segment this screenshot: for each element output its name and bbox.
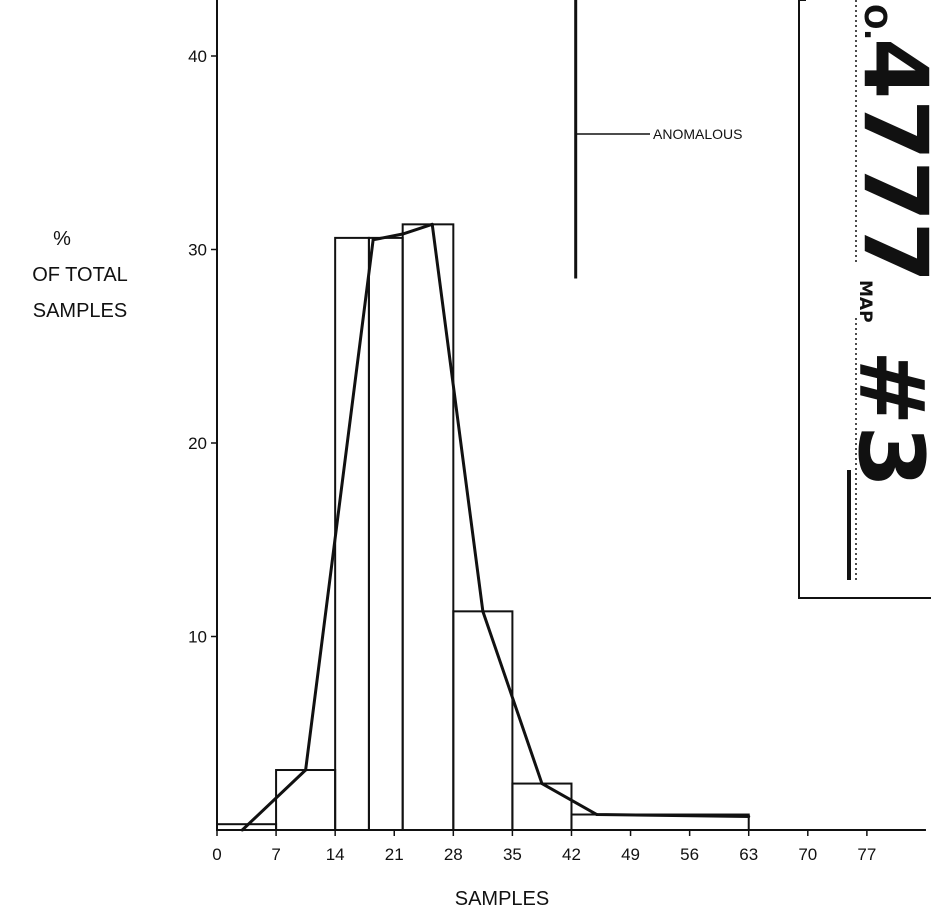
histogram-bar (401, 223, 455, 832)
histogram-bar (511, 782, 573, 831)
x-tick-label: 35 (503, 845, 522, 864)
histogram-bar (367, 236, 404, 831)
stamp-number-prefix: O. (857, 4, 892, 40)
x-tick-label: 0 (212, 845, 221, 864)
map-stamp: O. 4777 MAP #3 (798, 0, 931, 599)
y-axis-title-line-1: % (53, 228, 71, 250)
x-tick-label: 63 (739, 845, 758, 864)
histogram-bars (216, 223, 750, 832)
polygon-point (401, 232, 405, 236)
x-tick-label: 21 (385, 845, 404, 864)
polygon-point (240, 828, 244, 832)
stamp-frame (798, 0, 931, 599)
histogram-bar (275, 769, 337, 832)
stamp-map-number: #3 (838, 350, 931, 488)
x-tick-label: 49 (621, 845, 640, 864)
y-axis-title-line-3: SAMPLES (33, 300, 127, 322)
frequency-polygon (240, 222, 751, 832)
polygon-point (430, 222, 434, 226)
histogram-bar (452, 610, 514, 831)
x-tick-label: 77 (857, 845, 876, 864)
anomalous-annotation: ANOMALOUS (574, 0, 742, 279)
histogram-bar (334, 236, 370, 831)
polygon-point (304, 768, 308, 772)
x-tick-label: 14 (326, 845, 345, 864)
chart-ticks: 0 7 14 21 28 35 42 49 56 63 70 77 10 20 30 40 (188, 47, 876, 864)
y-tick-label: 10 (188, 628, 207, 647)
polygon-point (595, 813, 599, 817)
x-tick-label: 70 (798, 845, 817, 864)
anomalous-label: ANOMALOUS (653, 126, 742, 142)
y-tick-label: 40 (188, 47, 207, 66)
x-tick-label: 7 (271, 845, 280, 864)
y-tick-label: 30 (188, 241, 207, 260)
chart-axes (216, 0, 926, 831)
y-axis-title-line-2: OF TOTAL (32, 264, 128, 286)
y-tick-label: 20 (188, 434, 207, 453)
stamp-number: 4777 (844, 38, 931, 283)
x-axis-title: SAMPLES (455, 888, 549, 910)
stamp-map-label: MAP (855, 280, 875, 323)
polygon-point (371, 238, 375, 242)
polygon-line (241, 222, 749, 832)
x-tick-label: 42 (562, 845, 581, 864)
x-tick-label: 56 (680, 845, 699, 864)
polygon-point (540, 782, 544, 786)
polygon-point (481, 609, 485, 613)
x-tick-label: 28 (444, 845, 463, 864)
polygon-point (747, 814, 751, 818)
